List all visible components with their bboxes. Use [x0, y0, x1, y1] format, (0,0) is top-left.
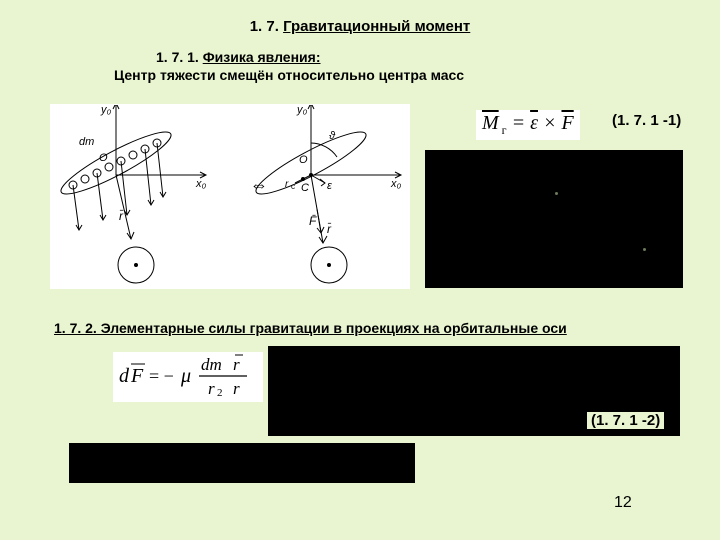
- equivalence-arrow-icon: ⇔: [250, 175, 268, 196]
- redacted-block-3: [69, 443, 415, 483]
- formula-sub: г: [499, 123, 507, 137]
- svg-text:x₀: x₀: [195, 178, 207, 190]
- svg-text:C: C: [301, 182, 309, 194]
- figure-area: y₀ x₀ dm O r̄ y₀ x₀: [50, 104, 410, 289]
- svg-text:O: O: [99, 152, 108, 164]
- formula-F: F: [561, 112, 573, 134]
- sub1-prefix: 1. 7. 1.: [156, 49, 203, 65]
- subsection-2-title: 1. 7. 2. Элементарные силы гравитации в …: [54, 320, 567, 336]
- formula-1: M г = ε × F: [476, 110, 580, 140]
- dot-icon: [555, 192, 558, 195]
- section-title: 1. 7. Гравитационный момент: [0, 0, 720, 35]
- subsection-1-title: 1. 7. 1. Физика явления:: [0, 35, 720, 65]
- svg-text:r: r: [233, 355, 240, 374]
- sub1-main: Физика явления:: [203, 49, 321, 65]
- svg-text:x₀: x₀: [390, 178, 402, 190]
- title-prefix: 1. 7.: [250, 18, 283, 35]
- svg-text:y₀: y₀: [296, 105, 308, 116]
- svg-text:dm: dm: [201, 355, 222, 374]
- title-main: Гравитационный момент: [283, 18, 470, 35]
- svg-text:F̄: F̄: [309, 214, 317, 228]
- svg-text:c: c: [291, 182, 295, 191]
- svg-text:r: r: [233, 379, 240, 398]
- svg-text:r̄: r̄: [119, 209, 124, 223]
- svg-text:dm: dm: [79, 136, 94, 148]
- svg-text:F: F: [130, 365, 144, 387]
- formula-eps: ε: [530, 112, 538, 134]
- equation-number-1: (1. 7. 1 -1): [612, 112, 681, 129]
- formula-eq: =: [507, 112, 531, 134]
- svg-text:= −: = −: [149, 366, 174, 386]
- svg-text:μ: μ: [180, 365, 191, 387]
- svg-text:2: 2: [217, 387, 223, 399]
- dot-icon: [643, 248, 646, 251]
- formula-2: d F = − μ dm r r 2 r: [113, 352, 263, 402]
- formula-2-svg: d F = − μ dm r r 2 r: [113, 352, 263, 402]
- svg-text:ε: ε: [327, 180, 332, 192]
- page-number: 12: [614, 494, 632, 512]
- physics-diagram: y₀ x₀ dm O r̄ y₀ x₀: [51, 105, 411, 290]
- svg-text:r: r: [285, 179, 289, 190]
- svg-text:O: O: [299, 154, 308, 166]
- svg-text:ϑ: ϑ: [329, 130, 336, 142]
- svg-text:d: d: [119, 365, 130, 387]
- redacted-block-1: [425, 150, 683, 288]
- formula-M: M: [482, 112, 499, 134]
- svg-text:y₀: y₀: [100, 105, 112, 116]
- svg-text:r̄: r̄: [327, 222, 332, 236]
- description-line: Центр тяжести смещён относительно центра…: [0, 65, 720, 83]
- formula-cross: ×: [538, 112, 562, 134]
- equation-number-2: (1. 7. 1 -2): [587, 412, 664, 429]
- svg-text:r: r: [208, 379, 215, 398]
